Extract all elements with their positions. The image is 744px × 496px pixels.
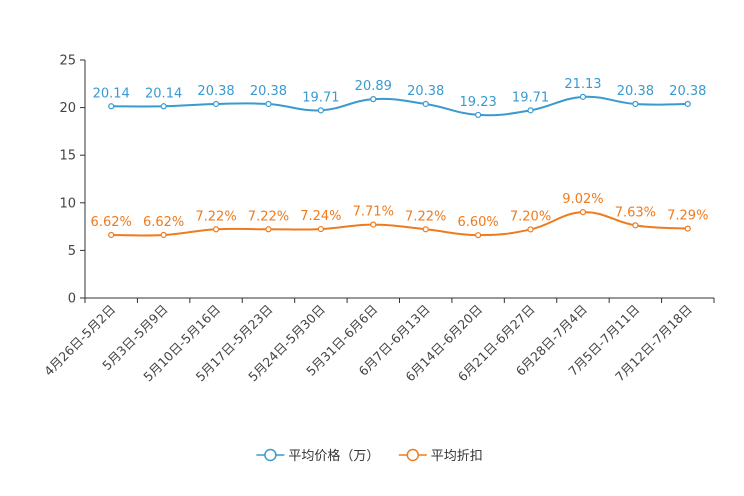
data-point — [370, 221, 377, 228]
data-point — [527, 107, 534, 114]
data-point — [265, 100, 272, 108]
series-line — [111, 95, 688, 117]
data-point — [422, 100, 429, 108]
data-point — [317, 107, 324, 114]
data-label: 19.71 — [302, 90, 339, 105]
data-label: 20.38 — [407, 84, 444, 99]
data-point — [579, 93, 587, 100]
data-point — [108, 103, 115, 110]
data-point — [370, 96, 377, 103]
data-label: 7.71% — [353, 205, 394, 220]
data-label: 6.60% — [457, 215, 498, 230]
data-label: 20.38 — [669, 84, 706, 99]
y-tick-label: 20 — [59, 101, 76, 116]
y-tick-label: 25 — [59, 54, 76, 69]
data-label: 19.71 — [512, 90, 549, 105]
y-tick-label: 0 — [68, 292, 76, 307]
data-point — [160, 103, 167, 110]
legend-marker — [406, 448, 420, 462]
data-point — [108, 231, 115, 239]
data-point — [212, 226, 220, 233]
legend-label: 平均价格（万） — [288, 448, 379, 464]
data-label: 20.14 — [93, 86, 130, 101]
data-point — [475, 232, 482, 239]
data-point — [632, 222, 639, 229]
chart-series: 20.14 20.14 20.38 20.38 19.71 20.89 20.38 19.23… — [91, 77, 708, 239]
data-point — [632, 100, 639, 108]
chart-legend: 平均价格（万） 平均折扣 — [256, 448, 483, 464]
series-line — [111, 211, 688, 237]
data-label: 7.29% — [667, 209, 708, 224]
data-label: 20.14 — [145, 86, 182, 101]
data-point — [422, 226, 429, 233]
data-label: 7.24% — [300, 209, 341, 224]
data-label: 6.62% — [143, 215, 184, 230]
legend-item-1: 平均价格（万） — [256, 448, 379, 464]
data-point — [684, 225, 691, 232]
legend-item-2: 平均折扣 — [398, 448, 483, 464]
data-point — [212, 100, 220, 108]
data-point — [475, 111, 482, 119]
data-label: 7.22% — [248, 209, 289, 224]
legend-label: 平均折扣 — [431, 449, 483, 464]
y-tick-label: 10 — [59, 196, 76, 211]
data-label: 7.22% — [195, 209, 236, 224]
y-tick-label: 15 — [59, 149, 76, 164]
data-point — [684, 100, 691, 108]
data-label: 19.23 — [460, 95, 497, 110]
legend-marker — [264, 448, 277, 462]
y-tick-label: 5 — [68, 244, 76, 259]
data-label: 20.38 — [617, 84, 654, 99]
data-point — [160, 231, 167, 239]
data-label: 20.89 — [355, 79, 392, 94]
data-point — [579, 209, 587, 216]
data-label: 9.02% — [562, 192, 603, 207]
data-point — [265, 226, 272, 233]
data-label: 7.20% — [510, 209, 551, 224]
data-label: 21.13 — [564, 77, 601, 92]
data-label: 6.62% — [91, 215, 132, 230]
series-1: 20.14 20.14 20.38 20.38 19.71 20.89 20.38 19.23… — [93, 77, 706, 119]
data-point — [527, 226, 534, 233]
data-point — [317, 225, 324, 233]
data-label: 20.38 — [197, 84, 234, 99]
data-label: 7.22% — [405, 209, 446, 224]
series-2: 6.62% 6.62% 7.22% 7.22% 7.24% 7.71% 7.22% 6.60%… — [91, 192, 708, 239]
data-label: 20.38 — [250, 84, 287, 99]
data-label: 7.63% — [615, 205, 656, 220]
